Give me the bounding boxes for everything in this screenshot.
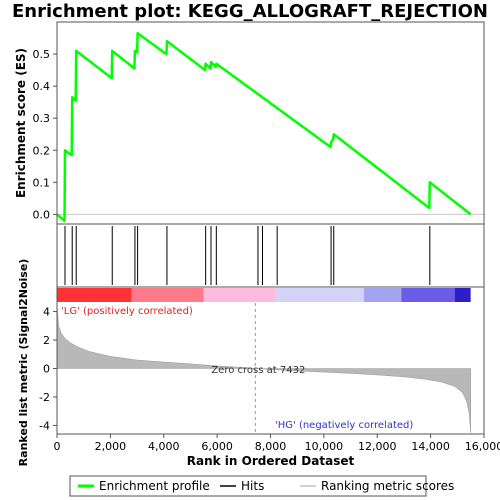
legend-label: Ranking metric scores (321, 479, 454, 493)
hits-panel-frame (56, 223, 485, 288)
es-y-tick-label: 0.5 (33, 48, 51, 61)
colorbar-segment (203, 288, 276, 302)
colorbar-segment (363, 288, 402, 302)
colorbar-segment (401, 288, 455, 302)
zero-cross-label: Zero cross at 7432 (211, 365, 305, 376)
colorbar-segment (275, 288, 364, 302)
legend: Enrichment profile Hits Ranking metric sco… (69, 475, 454, 497)
legend-box (69, 475, 427, 497)
x-tick-label: 8,000 (255, 440, 287, 453)
x-tick-label: 2,000 (95, 440, 127, 453)
metric-y-tick-label: -2 (39, 391, 50, 404)
metric-y-tick-label: 4 (43, 306, 50, 319)
es-panel-frame (56, 21, 485, 225)
legend-label: Enrichment profile (99, 479, 210, 493)
x-tick-label: 14,000 (411, 440, 450, 453)
x-tick-label: 12,000 (358, 440, 397, 453)
metric-y-axis-label: Ranked list metric (Signal2Noise) (17, 259, 30, 467)
es-y-tick-label: 0.2 (33, 144, 51, 157)
enrichment-profile-line (56, 31, 472, 223)
x-tick-label: 10,000 (305, 440, 344, 453)
colorbar-segment (454, 288, 471, 302)
es-y-tick-label: 0.3 (33, 112, 51, 125)
es-y-axis-label: Enrichment score (ES) (14, 48, 28, 198)
colorbar-segment (131, 288, 204, 302)
x-tick-label: 16,000 (465, 440, 500, 453)
es-y-tick-label: 0.1 (33, 176, 51, 189)
metric-y-tick-label: 2 (43, 334, 50, 347)
colorbar-segment (57, 288, 132, 302)
es-y-tick-label: 0.4 (33, 80, 51, 93)
negative-correlation-label: 'HG' (negatively correlated) (275, 420, 413, 431)
x-axis-label: Rank in Ordered Dataset (187, 454, 355, 468)
ranking-colorbar (57, 288, 471, 302)
hits-group (64, 226, 431, 285)
x-tick-label: 6,000 (201, 440, 233, 453)
x-tick-label: 0 (54, 440, 61, 453)
legend-label: Hits (241, 479, 264, 493)
chart-title: Enrichment plot: KEGG_ALLOGRAFT_REJECTIO… (12, 1, 488, 22)
ranking-metric-area (56, 305, 471, 433)
metric-y-tick-label: -4 (39, 419, 50, 432)
metric-y-tick-label: 0 (43, 363, 50, 376)
es-y-tick-label: 0.0 (33, 208, 51, 221)
x-tick-label: 4,000 (148, 440, 180, 453)
positive-correlation-label: 'LG' (positively correlated) (61, 306, 193, 317)
